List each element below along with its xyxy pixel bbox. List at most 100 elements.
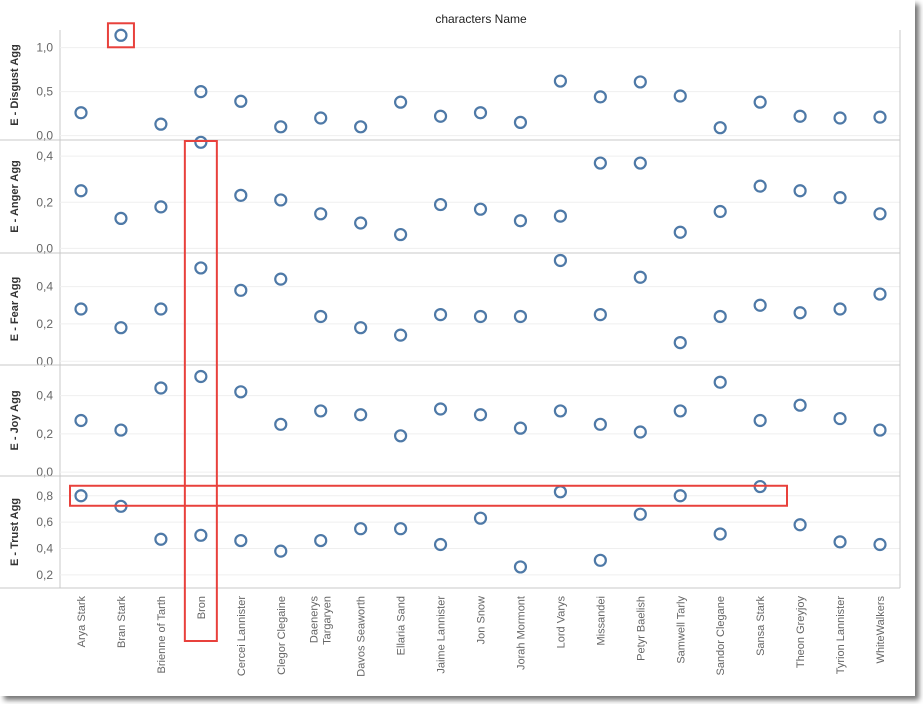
- highlight-box-trust-row: [69, 484, 788, 507]
- category-label: Tyrion Lannister: [835, 596, 847, 675]
- panel-e-anger-agg: 0,0 0,2 0,4 E - Anger Agg: [0, 135, 900, 255]
- panel-axis-title: E - Trust Agg: [9, 498, 21, 566]
- data-point: [513, 309, 528, 324]
- category-label: Petyr Baelish: [635, 596, 647, 661]
- data-point: [74, 302, 88, 316]
- data-point: [633, 507, 647, 521]
- data-point: [154, 200, 168, 214]
- y-tick-label: 0,0: [36, 465, 53, 479]
- data-point: [593, 90, 607, 104]
- category-label: Bron: [196, 596, 208, 619]
- y-tick-label: 0,5: [36, 85, 53, 99]
- data-point: [194, 84, 208, 99]
- panel-axis-title: E - Joy Agg: [9, 390, 21, 450]
- y-tick-label: 0,8: [36, 489, 53, 503]
- category-label: Daenerys: [309, 596, 321, 644]
- data-point: [394, 227, 408, 242]
- data-point: [713, 527, 727, 541]
- data-point: [314, 404, 328, 418]
- category-label: Jorah Mormont: [515, 596, 527, 670]
- y-tick-label: 0,0: [36, 241, 53, 255]
- data-point: [833, 191, 847, 205]
- data-point: [154, 117, 168, 131]
- category-label: Cercei Lannister: [236, 596, 248, 676]
- data-point: [793, 398, 807, 412]
- data-point: [194, 261, 208, 275]
- data-point: [593, 156, 607, 170]
- data-point: [274, 120, 288, 134]
- data-point: [194, 135, 208, 149]
- category-label: Lord Varys: [555, 596, 567, 649]
- data-point: [394, 429, 408, 443]
- data-point: [154, 381, 168, 395]
- category-label-group: Lord Varys: [555, 596, 567, 649]
- category-label: Brienne of Tarth: [156, 596, 168, 673]
- category-label: Samwell Tarly: [675, 596, 687, 664]
- data-point: [114, 423, 128, 437]
- category-label-group: Tyrion Lannister: [835, 596, 847, 675]
- data-point: [593, 417, 607, 431]
- data-point: [713, 309, 727, 324]
- category-label: Clegor Clegaine: [276, 596, 288, 675]
- data-point: [473, 511, 488, 525]
- y-tick-label: 0,2: [36, 195, 53, 209]
- category-label-group: Bran Stark: [116, 596, 128, 648]
- data-point: [314, 533, 328, 548]
- data-point: [713, 204, 727, 219]
- category-label: Jon Snow: [476, 596, 488, 644]
- panel-axis-title: E - Fear Agg: [9, 277, 21, 341]
- data-point: [74, 413, 88, 428]
- data-point: [833, 535, 847, 549]
- data-point: [753, 179, 767, 193]
- data-point: [793, 109, 807, 123]
- data-point: [74, 184, 88, 198]
- data-point: [274, 417, 288, 431]
- category-label-group: Brienne of Tarth: [156, 596, 168, 673]
- data-point: [553, 404, 568, 418]
- data-point: [673, 225, 687, 239]
- highlight-layer: [69, 22, 788, 642]
- data-point: [793, 184, 807, 198]
- data-point: [274, 272, 288, 286]
- data-point: [633, 425, 647, 439]
- panel-e-joy-agg: 0,0 0,2 0,4 E - Joy Agg: [0, 369, 900, 479]
- category-label: Targaryen: [322, 596, 334, 645]
- data-point: [433, 109, 448, 123]
- category-label-group: Samwell Tarly: [675, 596, 687, 664]
- data-point: [873, 287, 887, 301]
- category-label-group: WhiteWalkers: [875, 596, 887, 664]
- data-point: [234, 533, 248, 548]
- y-tick-label: 0,4: [36, 389, 53, 403]
- data-point: [513, 115, 528, 130]
- data-point: [234, 188, 248, 202]
- category-label-group: Sandor Clegane: [715, 596, 727, 676]
- data-point: [433, 402, 448, 416]
- category-label-group: Davos Seaworth: [356, 596, 368, 677]
- data-point: [673, 336, 687, 350]
- panel-e-fear-agg: 0,0 0,2 0,4 E - Fear Agg: [0, 253, 900, 368]
- data-point: [713, 121, 727, 135]
- data-point: [633, 270, 647, 284]
- data-point: [753, 298, 767, 312]
- category-label-group: Jon Snow: [476, 596, 488, 644]
- category-label-group: Arya Stark: [76, 596, 88, 648]
- data-point: [473, 202, 488, 216]
- data-point: [633, 75, 647, 89]
- data-point: [234, 283, 248, 297]
- data-point: [873, 110, 887, 124]
- category-label-group: Missandei: [595, 596, 607, 646]
- panel-e-disgust-agg: 0,0 0,5 1,0 E - Disgust Agg: [0, 28, 900, 143]
- panel-e-trust-agg: 0,2 0,4 0,6 0,8 E - Trust Agg: [0, 479, 900, 589]
- data-point: [274, 193, 288, 207]
- data-point: [673, 404, 687, 418]
- data-point: [194, 369, 208, 384]
- data-point: [873, 207, 887, 221]
- data-point: [74, 489, 88, 503]
- category-label: Theon Greyjoy: [795, 596, 807, 669]
- data-point: [114, 321, 128, 335]
- category-label-group: Jorah Mormont: [515, 596, 527, 670]
- data-point: [234, 94, 248, 108]
- y-tick-label: 0,0: [36, 354, 53, 368]
- data-point: [74, 106, 88, 120]
